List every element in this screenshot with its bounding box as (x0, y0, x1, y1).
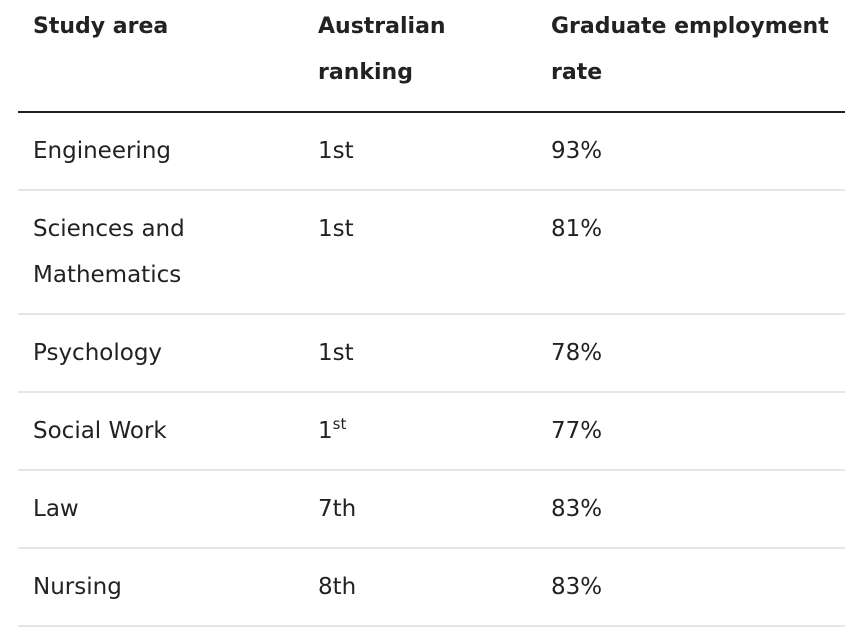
table-row: Nursing 8th 83% (18, 548, 845, 627)
cell-employment-rate: 77% (536, 392, 845, 471)
cell-study-area: Engineering (18, 112, 303, 191)
cell-ranking: 7th (303, 470, 536, 549)
cell-employment-rate: 93% (536, 112, 845, 191)
cell-ranking: 1st (303, 112, 536, 191)
cell-ranking: 8th (303, 548, 536, 627)
header-australian-ranking: Australian ranking (303, 4, 536, 113)
cell-employment-rate: 78% (536, 314, 845, 393)
cell-ranking: 1st (303, 190, 536, 315)
table-row: Social Work 1st 77% (18, 392, 845, 471)
header-graduate-employment-rate: Graduate employment rate (536, 4, 845, 113)
rank-number: 1 (318, 418, 333, 444)
study-area-table: Study area Australian ranking Graduate e… (18, 4, 845, 627)
rank-number: 1 (318, 216, 333, 242)
rank-suffix: th (332, 496, 357, 522)
rank-suffix: th (332, 574, 357, 600)
cell-ranking: 1st (303, 392, 536, 471)
rank-number: 7 (318, 496, 333, 522)
rank-number: 1 (318, 138, 333, 164)
cell-employment-rate: 81% (536, 190, 845, 315)
cell-employment-rate: 83% (536, 470, 845, 549)
table-header-row: Study area Australian ranking Graduate e… (18, 4, 845, 113)
table-row: Law 7th 83% (18, 470, 845, 549)
table-row: Sciences and Mathematics 1st 81% (18, 190, 845, 315)
cell-study-area: Sciences and Mathematics (18, 190, 303, 315)
cell-study-area: Social Work (18, 392, 303, 471)
cell-ranking: 1st (303, 314, 536, 393)
rank-number: 8 (318, 574, 333, 600)
table-row: Engineering 1st 93% (18, 112, 845, 191)
cell-study-area: Nursing (18, 548, 303, 627)
header-study-area: Study area (18, 4, 303, 113)
cell-employment-rate: 83% (536, 548, 845, 627)
cell-study-area: Psychology (18, 314, 303, 393)
rank-number: 1 (318, 340, 333, 366)
rank-suffix: st (332, 415, 347, 433)
rank-suffix: st (332, 216, 354, 242)
table-row: Psychology 1st 78% (18, 314, 845, 393)
rank-suffix: st (332, 138, 354, 164)
rank-suffix: st (332, 340, 354, 366)
cell-study-area: Law (18, 470, 303, 549)
